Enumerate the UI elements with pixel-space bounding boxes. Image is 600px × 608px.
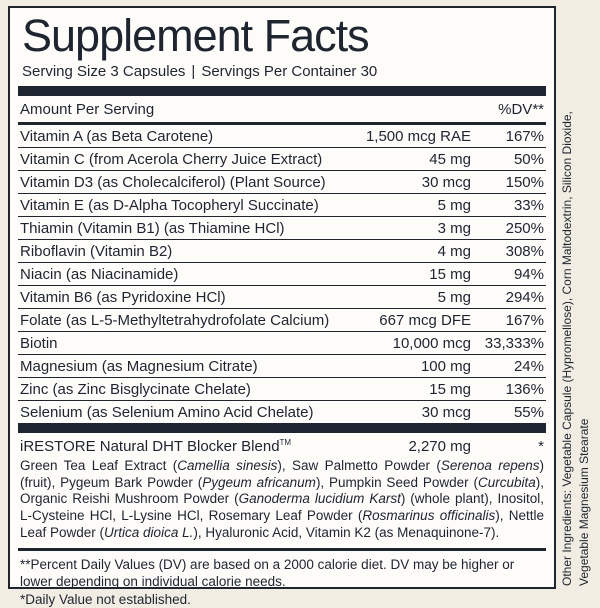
nutrient-name: Thiamin (Vitamin B1) (as Thiamine HCl) (20, 219, 285, 237)
nutrient-amount: 30 mcg (421, 403, 471, 421)
serving-size: Serving Size 3 Capsules (22, 62, 186, 80)
nutrient-dv: 294% (505, 288, 544, 306)
nutrient-amount: 10,000 mcg (392, 334, 471, 352)
nutrient-table: Vitamin A (as Beta Carotene) 1,500 mcg RA… (18, 125, 546, 423)
table-row: Vitamin C (from Acerola Cherry Juice Ext… (18, 146, 546, 170)
nutrient-dv: 50% (513, 150, 544, 168)
other-ingredients-line1: Other Ingredients: Vegetable Capsule (Hy… (560, 111, 574, 586)
blend-amount: 2,270 mg (408, 437, 471, 455)
footnote-daily-value: **Percent Daily Values (DV) are based on… (20, 556, 515, 590)
table-row: Zinc (as Zinc Bisglycinate Chelate) 15 mg… (18, 376, 546, 400)
amount-per-serving-label: Amount Per Serving (20, 100, 155, 118)
nutrient-dv: 55% (513, 403, 544, 421)
blend-header-row: iRESTORE Natural DHT Blocker BlendTM 2,2… (18, 433, 546, 456)
nutrient-dv: 308% (505, 242, 544, 260)
serving-info: Serving Size 3 Capsules | Servings Per Con… (22, 63, 546, 80)
other-ingredients-vertical-text: Other Ingredients: Vegetable Capsule (Hy… (559, 0, 597, 586)
table-row: Thiamin (Vitamin B1) (as Thiamine HCl) 3 … (18, 215, 546, 239)
blend-dv: * (538, 437, 544, 455)
nutrient-name: Selenium (as Selenium Amino Acid Chelate… (20, 403, 314, 421)
table-row: Selenium (as Selenium Amino Acid Chelate… (18, 399, 546, 423)
nutrient-amount: 5 mg (437, 288, 471, 306)
thick-divider-top (18, 85, 546, 96)
nutrient-dv: 250% (505, 219, 544, 237)
nutrient-dv: 33,333% (484, 334, 544, 352)
dv-column-label: %DV** (498, 100, 544, 118)
nutrient-name: Magnesium (as Magnesium Citrate) (20, 357, 258, 375)
table-row: Biotin 10,000 mcg 33,333% (18, 330, 546, 354)
nutrient-name: Vitamin A (as Beta Carotene) (20, 127, 214, 145)
nutrient-name: Folate (as L-5-Methyltetrahydrofolate Ca… (20, 311, 330, 329)
table-row: Riboflavin (Vitamin B2) 4 mg 308% (18, 238, 546, 262)
nutrient-name: Zinc (as Zinc Bisglycinate Chelate) (20, 380, 251, 398)
table-row: Folate (as L-5-Methyltetrahydrofolate Ca… (18, 307, 546, 331)
nutrient-amount: 3 mg (437, 219, 471, 237)
nutrient-amount: 1,500 mcg RAE (365, 127, 471, 145)
nutrient-dv: 167% (505, 311, 544, 329)
nutrient-dv: 150% (505, 173, 544, 191)
nutrient-name: Vitamin C (from Acerola Cherry Juice Ext… (20, 150, 323, 168)
nutrient-name: Vitamin E (as D-Alpha Tocopheryl Succina… (20, 196, 319, 214)
footnote-not-established: *Daily Value not established. (20, 591, 191, 607)
nutrient-amount: 45 mg (429, 150, 471, 168)
nutrient-amount: 30 mcg (421, 173, 471, 191)
nutrient-name: Biotin (20, 334, 58, 352)
nutrient-dv: 167% (505, 127, 544, 145)
nutrient-name: Niacin (as Niacinamide) (20, 265, 179, 283)
table-row: Niacin (as Niacinamide) 15 mg 94% (18, 261, 546, 285)
nutrient-amount: 100 mg (420, 357, 471, 375)
thick-divider-bottom (18, 422, 546, 433)
nutrient-dv: 24% (513, 357, 544, 375)
blend-name: iRESTORE Natural DHT Blocker BlendTM (20, 437, 292, 455)
panel-title: Supplement Facts (22, 10, 370, 61)
footnotes: **Percent Daily Values (DV) are based on… (20, 556, 544, 608)
footnote-divider (18, 547, 546, 551)
nutrient-name: Riboflavin (Vitamin B2) (20, 242, 173, 260)
table-row: Vitamin A (as Beta Carotene) 1,500 mcg RA… (18, 125, 546, 147)
trademark-mark: TM (279, 437, 292, 447)
nutrient-dv: 136% (505, 380, 544, 398)
table-row: Vitamin E (as D-Alpha Tocopheryl Succina… (18, 192, 546, 216)
nutrient-amount: 15 mg (429, 265, 471, 283)
blend-description: Green Tea Leaf Extract (Camellia sinesis… (20, 457, 545, 540)
nutrient-amount: 5 mg (437, 196, 471, 214)
nutrient-dv: 94% (513, 265, 544, 283)
supplement-facts-panel: Supplement Facts Serving Size 3 Capsules… (8, 6, 556, 607)
table-header: Amount Per Serving %DV** (18, 96, 546, 122)
table-row: Vitamin B6 (as Pyridoxine HCl) 5 mg 294% (18, 284, 546, 308)
other-ingredients-line2: Vegetable Magnesium Stearate (576, 418, 591, 586)
nutrient-name: Vitamin B6 (as Pyridoxine HCl) (20, 288, 226, 306)
servings-per-container: Servings Per Container 30 (201, 62, 378, 80)
nutrient-amount: 667 mcg DFE (379, 311, 471, 329)
nutrient-amount: 15 mg (429, 380, 471, 398)
nutrient-dv: 33% (513, 196, 544, 214)
table-row: Magnesium (as Magnesium Citrate) 100 mg 24… (18, 353, 546, 377)
header-underline (18, 121, 546, 125)
nutrient-name: Vitamin D3 (as Cholecalciferol) (Plant S… (20, 173, 326, 191)
serving-divider: | (191, 62, 196, 80)
nutrient-amount: 4 mg (437, 242, 471, 260)
table-row: Vitamin D3 (as Cholecalciferol) (Plant S… (18, 169, 546, 193)
